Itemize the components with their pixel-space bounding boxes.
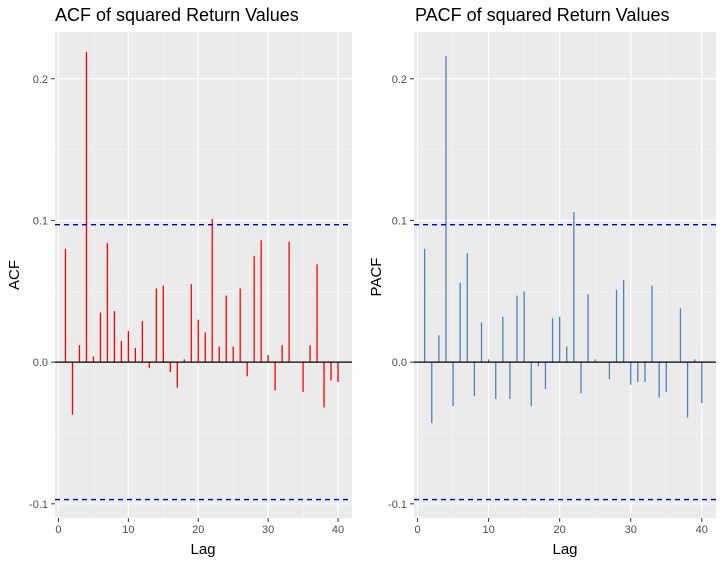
- pacf-x-tick-label: 0: [414, 524, 420, 536]
- acf-plot-background: [55, 32, 352, 518]
- acf-x-axis-title: Lag: [190, 541, 215, 558]
- pacf-y-tick-label: 0.2: [392, 74, 407, 86]
- acf-x-tick-label: 40: [332, 524, 344, 536]
- pacf-y-tick-label: 0.1: [392, 215, 407, 227]
- pacf-panel: PACF of squared Return Values Lag PACF 0…: [368, 5, 716, 558]
- acf-y-tick-label: 0.2: [33, 74, 48, 86]
- acf-x-tick-label: 0: [55, 524, 61, 536]
- pacf-y-tick-label: -0.1: [388, 499, 407, 511]
- pacf-y-tick-label: 0.0: [392, 357, 407, 369]
- acf-y-axis-title: ACF: [6, 260, 23, 290]
- pacf-title: PACF of squared Return Values: [415, 5, 669, 25]
- acf-x-tick-label: 10: [122, 524, 134, 536]
- acf-panel: ACF of squared Return Values Lag ACF 0 10…: [6, 5, 352, 558]
- acf-title: ACF of squared Return Values: [55, 5, 299, 25]
- pacf-x-axis-title: Lag: [552, 541, 577, 558]
- pacf-x-tick-label: 20: [554, 524, 566, 536]
- acf-x-tick-label: 20: [192, 524, 204, 536]
- acf-y-tick-label: 0.0: [33, 357, 48, 369]
- pacf-x-tick-label: 10: [482, 524, 494, 536]
- pacf-gridlines: [414, 32, 716, 518]
- acf-x-tick-label: 30: [262, 524, 274, 536]
- pacf-y-axis-title: PACF: [368, 258, 385, 297]
- acf-y-tick-label: -0.1: [29, 499, 48, 511]
- pacf-plot-background: [414, 32, 716, 518]
- pacf-x-tick-label: 40: [696, 524, 708, 536]
- pacf-x-tick-label: 30: [625, 524, 637, 536]
- pacf-bars: [424, 56, 703, 424]
- acf-bars: [64, 51, 339, 415]
- acf-y-tick-label: 0.1: [33, 215, 48, 227]
